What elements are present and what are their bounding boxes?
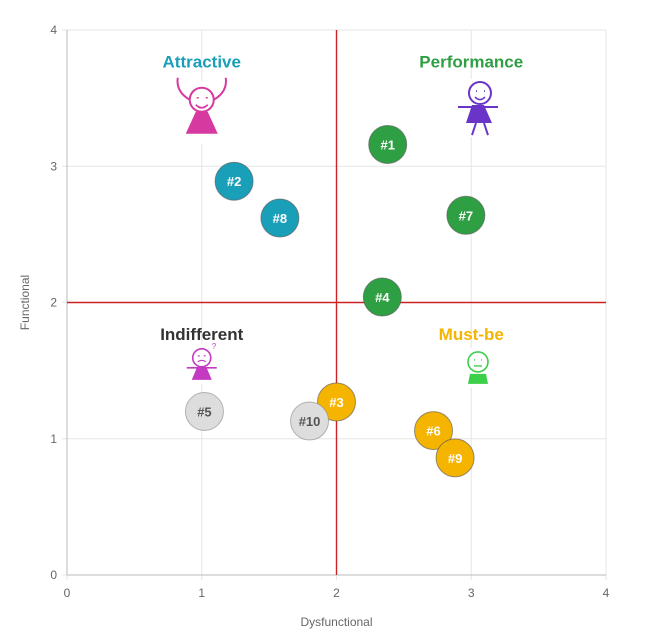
x-tick-label: 3 (468, 586, 475, 600)
x-tick-label: 0 (64, 586, 71, 600)
x-tick-label: 2 (333, 586, 340, 600)
confused-stick-figure-icon: ? (181, 342, 222, 384)
figure-legs (471, 122, 489, 136)
data-point: #1 (368, 124, 408, 164)
data-points: #1 #2 #3 #4 #5 #6 #7 #8 #9 #10 (184, 124, 486, 478)
y-axis-title: Functional (18, 275, 32, 330)
figure-face (195, 96, 209, 109)
figure-body (465, 105, 492, 124)
point-label: #6 (426, 424, 440, 439)
point-label: #2 (227, 174, 241, 189)
quadrant-label-indifferent: Indifferent (160, 325, 243, 344)
figure-dress (185, 111, 218, 134)
figure-face (473, 359, 482, 367)
y-tick-label: 1 (50, 432, 57, 446)
neutral-stick-figure-icon (457, 347, 498, 388)
point-marker (317, 382, 356, 422)
data-point: #7 (446, 195, 486, 235)
point-marker (435, 438, 475, 478)
point-marker (260, 198, 300, 238)
quadrant-label-performance: Performance (419, 52, 523, 71)
data-point: #8 (260, 198, 300, 238)
data-point: #4 (362, 277, 402, 317)
quadrant-label-attractive: Attractive (163, 52, 241, 71)
point-label: #5 (197, 405, 211, 420)
y-tick-label: 4 (50, 23, 57, 37)
point-marker (446, 195, 486, 235)
point-marker (290, 401, 330, 441)
grid-lines (62, 29, 607, 580)
question-mark: ? (212, 342, 217, 351)
happy-stick-figure-icon (451, 79, 504, 138)
figure-head (467, 351, 489, 373)
excited-stick-figure-icon (167, 77, 236, 144)
data-point: #5 (184, 392, 224, 431)
x-tick-label: 1 (198, 586, 205, 600)
point-label: #9 (448, 451, 462, 466)
point-marker (368, 124, 408, 164)
quadrant-dividers (67, 30, 606, 575)
y-tick-label: 3 (50, 159, 57, 173)
point-marker (362, 277, 402, 317)
point-label: #7 (459, 208, 473, 223)
point-label: #1 (380, 137, 394, 152)
quadrant-labels: Attractive Performance Indifferent? Must-be (160, 52, 523, 388)
data-point: #3 (317, 382, 356, 422)
x-axis-title: Dysfunctional (300, 615, 372, 629)
y-tick-label: 2 (50, 296, 57, 310)
data-point: #9 (435, 438, 475, 478)
figure-face (197, 355, 207, 363)
figure-head (191, 348, 212, 368)
figure-arms (176, 77, 227, 101)
point-label: #3 (329, 395, 343, 410)
data-point: #2 (214, 161, 254, 201)
tick-labels: 0 1 2 3 4 0 1 2 3 4 (50, 23, 609, 600)
quadrant-label-must-be: Must-be (439, 325, 504, 344)
point-marker (184, 392, 224, 431)
point-marker (414, 411, 454, 451)
point-marker (214, 161, 254, 201)
point-label: #10 (299, 414, 321, 429)
y-tick-label: 0 (50, 568, 57, 582)
data-point: #10 (290, 401, 330, 441)
x-tick-label: 4 (603, 586, 610, 600)
point-label: #4 (375, 290, 390, 305)
figure-face (474, 90, 486, 101)
figure-head (467, 81, 492, 106)
point-label: #8 (273, 211, 287, 226)
figure-body (191, 367, 212, 380)
figure-body (467, 373, 488, 384)
data-point: #6 (414, 411, 454, 451)
